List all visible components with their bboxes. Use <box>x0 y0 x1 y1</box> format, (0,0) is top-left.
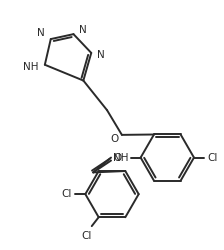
Text: Cl: Cl <box>61 189 72 199</box>
Text: NH: NH <box>23 62 39 72</box>
Text: NH: NH <box>113 152 129 162</box>
Text: N: N <box>80 25 87 35</box>
Text: O: O <box>114 152 122 162</box>
Text: Cl: Cl <box>208 152 218 162</box>
Text: N: N <box>97 50 105 60</box>
Text: N: N <box>37 28 45 38</box>
Text: O: O <box>111 134 119 144</box>
Text: Cl: Cl <box>82 231 92 241</box>
